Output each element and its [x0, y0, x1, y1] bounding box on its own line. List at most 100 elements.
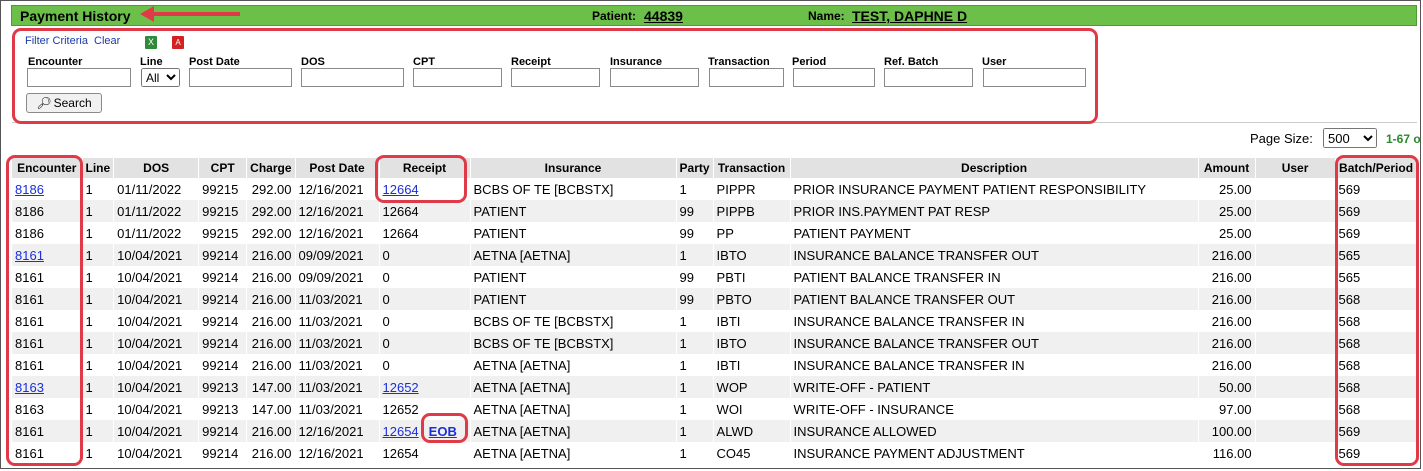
encounter-link[interactable]: 8163 — [15, 379, 44, 395]
encounter-link[interactable]: 8186 — [15, 181, 44, 197]
excel-export-icon[interactable]: X — [145, 36, 157, 49]
cell-description: WRITE-OFF - INSURANCE — [790, 398, 1199, 420]
dos-value: 10/04/2021 — [117, 379, 183, 395]
search-icon: 🔎︎ — [36, 96, 52, 110]
dos-input[interactable] — [301, 68, 404, 87]
cell-description: PATIENT BALANCE TRANSFER IN — [790, 266, 1199, 288]
column-header[interactable]: User — [1255, 158, 1336, 178]
cell-post-date: 12/16/2021 — [295, 222, 380, 244]
eob-link[interactable]: EOB — [428, 423, 457, 439]
cell-batch: 569 — [1335, 200, 1418, 222]
post-date-input[interactable] — [189, 68, 292, 87]
table-row: 8161 1 10/04/2021 99214 216.00 09/09/2021 0 AET… — [12, 244, 1418, 266]
insurance-label: Insurance — [610, 56, 662, 68]
cell-description: PATIENT BALANCE TRANSFER OUT — [790, 288, 1199, 310]
user-input[interactable] — [983, 68, 1086, 87]
cell-batch: 569 — [1335, 178, 1418, 200]
ref-batch-label: Ref. Batch — [884, 56, 939, 68]
batch-value: 565 — [1338, 269, 1361, 285]
column-header[interactable]: Party — [676, 158, 714, 178]
table-row: 8161 1 10/04/2021 99214 216.00 11/03/2021 0 PAT… — [12, 288, 1418, 310]
column-header[interactable]: Post Date — [295, 158, 380, 178]
payment-history-table: Encounter Line DOS CPT Charge Post Date Receip… — [12, 158, 1418, 464]
amount-value: 216.00 — [1211, 247, 1252, 263]
column-header[interactable]: Line — [82, 158, 115, 178]
cell-post-date: 11/03/2021 — [295, 354, 380, 376]
transaction-input[interactable] — [709, 68, 784, 87]
receipt-value: 12654 — [382, 445, 419, 461]
page-size-select[interactable]: 500 — [1323, 128, 1377, 148]
encounter-input[interactable] — [27, 68, 131, 87]
receipt-link[interactable]: 12664 — [382, 181, 419, 197]
line-value: 1 — [85, 225, 93, 241]
column-header[interactable]: Receipt — [379, 158, 471, 178]
cell-party: 1 — [676, 178, 714, 200]
column-header[interactable]: Encounter — [12, 158, 83, 178]
description-value: WRITE-OFF - INSURANCE — [793, 401, 954, 417]
cell-charge: 216.00 — [246, 310, 296, 332]
description-value: PATIENT BALANCE TRANSFER IN — [793, 269, 1001, 285]
cell-cpt: 99214 — [198, 244, 248, 266]
cell-receipt: 12652 — [379, 376, 471, 398]
insurance-input[interactable] — [610, 68, 699, 87]
dos-value: 10/04/2021 — [117, 401, 183, 417]
cell-party: 99 — [676, 288, 714, 310]
column-header[interactable]: Transaction — [713, 158, 791, 178]
cell-insurance: AETNA [AETNA] — [470, 398, 677, 420]
description-value: PATIENT PAYMENT — [793, 225, 911, 241]
column-header[interactable]: Insurance — [470, 158, 677, 178]
column-header[interactable]: Amount — [1198, 158, 1256, 178]
cell-user — [1255, 354, 1336, 376]
cpt-input[interactable] — [413, 68, 502, 87]
cell-receipt: 0 — [379, 354, 471, 376]
cell-charge: 216.00 — [246, 288, 296, 310]
search-button[interactable]: 🔎︎ Search — [26, 93, 102, 113]
cell-line: 1 — [82, 398, 115, 420]
dos-label: DOS — [301, 56, 325, 68]
cell-dos: 10/04/2021 — [113, 310, 200, 332]
column-header[interactable]: Charge — [246, 158, 296, 178]
line-label: Line — [140, 56, 163, 68]
receipt-link[interactable]: 12652 — [382, 379, 419, 395]
column-header[interactable]: CPT — [198, 158, 248, 178]
ref-batch-input[interactable] — [884, 68, 973, 87]
insurance-value: AETNA [AETNA] — [473, 247, 571, 263]
cell-transaction: WOI — [713, 398, 791, 420]
column-header[interactable]: Batch/Period — [1335, 158, 1418, 178]
dos-value: 10/04/2021 — [117, 335, 183, 351]
party-value: 1 — [679, 379, 687, 395]
amount-value: 97.00 — [1219, 401, 1252, 417]
clear-link[interactable]: Clear — [94, 35, 121, 47]
charge-value: 216.00 — [251, 247, 292, 263]
filter-criteria-label: Filter Criteria — [25, 35, 88, 47]
table-row: 8161 1 10/04/2021 99214 216.00 12/16/2021 1265… — [12, 420, 1418, 442]
party-value: 99 — [679, 203, 694, 219]
receipt-input[interactable] — [511, 68, 600, 87]
charge-value: 147.00 — [251, 379, 292, 395]
receipt-link[interactable]: 12654 — [382, 423, 419, 439]
encounter-link[interactable]: 8161 — [15, 247, 44, 263]
pdf-export-icon[interactable]: A — [172, 36, 184, 49]
cell-line: 1 — [82, 222, 115, 244]
cell-post-date: 12/16/2021 — [295, 420, 380, 442]
cell-description: INSURANCE BALANCE TRANSFER IN — [790, 354, 1199, 376]
party-value: 1 — [679, 423, 687, 439]
charge-value: 147.00 — [251, 401, 292, 417]
column-header[interactable]: DOS — [113, 158, 200, 178]
cell-charge: 216.00 — [246, 420, 296, 442]
cell-encounter: 8163 — [12, 376, 83, 398]
cell-dos: 10/04/2021 — [113, 354, 200, 376]
cell-transaction: PIPPB — [713, 200, 791, 222]
column-header[interactable]: Description — [790, 158, 1199, 178]
patient-id-link[interactable]: 44839 — [644, 8, 683, 24]
cell-party: 1 — [676, 442, 714, 464]
cell-user — [1255, 266, 1336, 288]
patient-name-link[interactable]: TEST, DAPHNE D — [852, 8, 968, 24]
cell-cpt: 99214 — [198, 288, 248, 310]
line-select[interactable]: All — [141, 68, 180, 87]
cpt-value: 99214 — [202, 291, 239, 307]
period-input[interactable] — [793, 68, 875, 87]
cell-cpt: 99213 — [198, 376, 248, 398]
cell-amount: 25.00 — [1198, 200, 1256, 222]
cell-transaction: PBTO — [713, 288, 791, 310]
